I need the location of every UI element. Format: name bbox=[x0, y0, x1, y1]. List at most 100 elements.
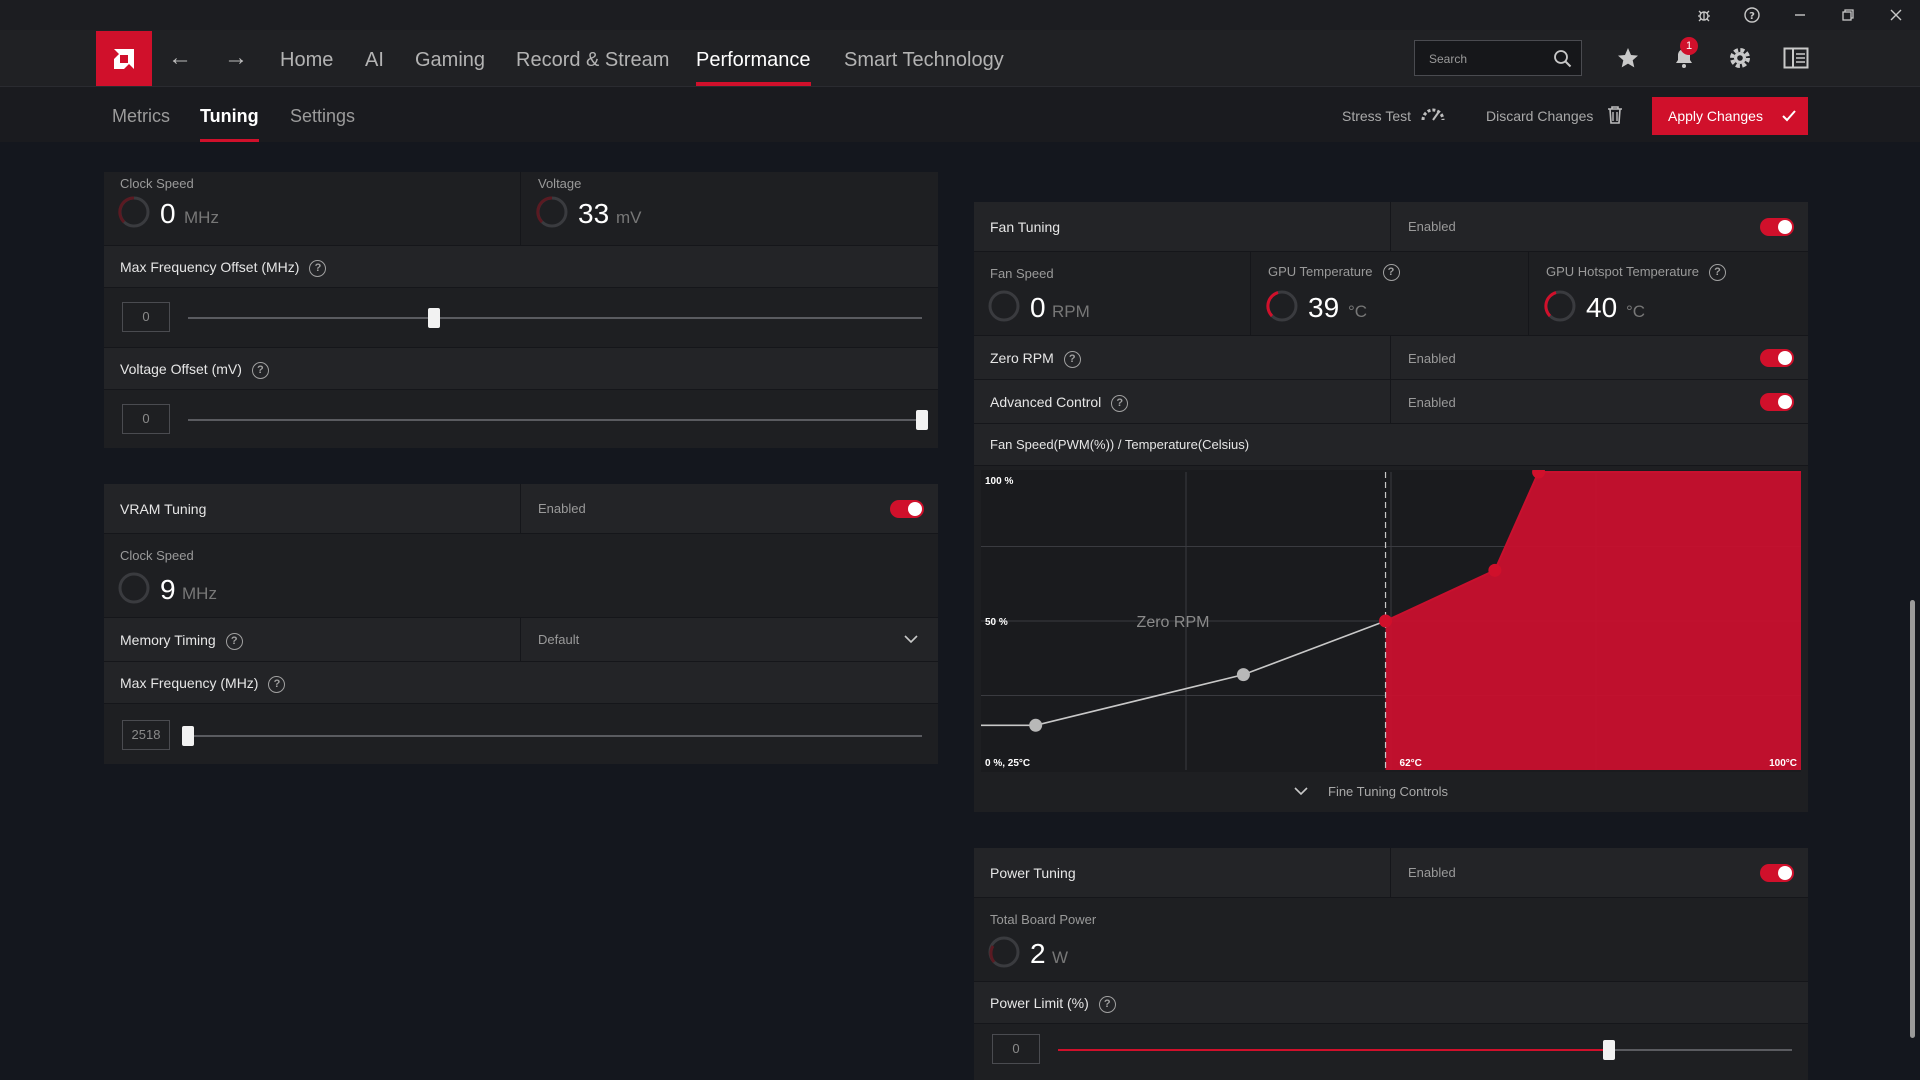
help-icon[interactable]: ? bbox=[309, 259, 327, 277]
vram-max-frequency-slider-row: 2518 bbox=[104, 704, 938, 764]
tab-settings[interactable]: Settings bbox=[290, 106, 356, 126]
stress-test-label: Stress Test bbox=[1342, 108, 1411, 124]
voltage-offset-track[interactable] bbox=[188, 419, 922, 421]
zero-rpm-toggle[interactable] bbox=[1760, 349, 1794, 367]
chevron-down-icon bbox=[904, 635, 918, 644]
back-arrow-icon[interactable]: ← bbox=[168, 44, 192, 71]
fan-speed-label: Fan Speed bbox=[990, 266, 1054, 281]
vram-max-frequency-thumb[interactable] bbox=[182, 726, 194, 746]
search-placeholder: Search bbox=[1429, 52, 1468, 66]
gear-icon[interactable] bbox=[1724, 42, 1756, 74]
voltage-unit: mV bbox=[616, 208, 642, 227]
vram-max-frequency-row: Max Frequency (MHz)? bbox=[104, 662, 938, 704]
speedometer-icon[interactable] bbox=[1420, 104, 1446, 124]
x-tick-label: 100°C bbox=[1769, 758, 1797, 769]
fan-curve-area bbox=[1385, 472, 1801, 770]
max-frequency-offset-row: Max Frequency Offset (MHz)? bbox=[104, 246, 938, 288]
help-icon[interactable]: ? bbox=[1708, 264, 1726, 282]
help-icon[interactable]: ? bbox=[1732, 0, 1772, 30]
power-tuning-toggle[interactable] bbox=[1760, 864, 1794, 882]
memory-timing-value: Default bbox=[538, 632, 580, 647]
nav-ai[interactable]: AI bbox=[365, 49, 384, 71]
vram-max-frequency-input[interactable]: 2518 bbox=[122, 720, 170, 750]
sidebar-panel-icon[interactable] bbox=[1780, 42, 1812, 74]
gpu-hotspot-label: GPU Hotspot Temperature? bbox=[1546, 264, 1726, 282]
help-icon[interactable]: ? bbox=[225, 632, 243, 650]
voltage-offset-thumb[interactable] bbox=[916, 410, 928, 430]
vram-clock-value: 9 bbox=[160, 574, 176, 605]
sub-nav: Metrics Tuning Settings Stress Test Disc… bbox=[0, 86, 1920, 142]
help-icon[interactable]: ? bbox=[1098, 995, 1116, 1013]
restore-icon[interactable] bbox=[1828, 0, 1868, 30]
advanced-control-label: Advanced Control? bbox=[990, 380, 1129, 424]
advanced-control-status: Enabled bbox=[1408, 395, 1456, 410]
memory-timing-dropdown[interactable]: Default bbox=[521, 618, 938, 662]
vram-tuning-toggle[interactable] bbox=[890, 500, 924, 518]
fine-tuning-controls-button[interactable]: Fine Tuning Controls bbox=[974, 772, 1808, 812]
zero-rpm-row: Zero RPM? Enabled bbox=[974, 336, 1808, 380]
svg-text:?: ? bbox=[1749, 11, 1755, 22]
vram-max-frequency-track[interactable] bbox=[188, 735, 922, 737]
fan-curve-point[interactable] bbox=[1029, 718, 1043, 732]
gpu-temperature-value: 39 bbox=[1308, 292, 1340, 323]
main-nav: ← → Home AI Gaming Record & Stream Perfo… bbox=[0, 30, 1920, 86]
total-board-power-gauge-icon bbox=[988, 936, 1020, 968]
fan-curve-point[interactable] bbox=[1532, 470, 1546, 479]
fine-tuning-controls-label: Fine Tuning Controls bbox=[1328, 784, 1448, 799]
zero-rpm-label: Zero RPM? bbox=[990, 336, 1081, 380]
help-icon[interactable]: ? bbox=[1111, 394, 1129, 412]
help-icon[interactable]: ? bbox=[1063, 350, 1081, 368]
nav-gaming[interactable]: Gaming bbox=[415, 49, 486, 71]
stress-test-button[interactable]: Stress Test bbox=[1342, 87, 1411, 142]
gpu-clock-label: Clock Speed bbox=[120, 176, 194, 191]
voltage-offset-slider-row: 0 bbox=[104, 390, 938, 448]
help-icon[interactable]: ? bbox=[268, 675, 286, 693]
trash-icon[interactable] bbox=[1606, 105, 1624, 125]
fan-curve-point[interactable] bbox=[1379, 614, 1393, 628]
voltage-offset-input[interactable]: 0 bbox=[122, 404, 170, 434]
y-tick-label: 0 %, 25°C bbox=[985, 758, 1030, 769]
discard-changes-button[interactable]: Discard Changes bbox=[1486, 87, 1593, 142]
advanced-control-toggle[interactable] bbox=[1760, 393, 1794, 411]
forward-arrow-icon[interactable]: → bbox=[224, 44, 248, 71]
fan-curve-point[interactable] bbox=[1236, 668, 1250, 682]
help-icon[interactable]: ? bbox=[251, 361, 269, 379]
total-board-power-unit: W bbox=[1052, 948, 1069, 967]
fan-tuning-panel: Fan Tuning Enabled Fan Speed 0 RPM GPU T… bbox=[974, 202, 1808, 812]
vram-tuning-header: VRAM Tuning Enabled bbox=[104, 484, 938, 534]
voltage-gauge-icon bbox=[536, 196, 568, 228]
power-limit-slider-row: 0 bbox=[974, 1024, 1808, 1080]
power-limit-thumb[interactable] bbox=[1602, 1040, 1615, 1060]
fan-tuning-toggle[interactable] bbox=[1760, 218, 1794, 236]
tab-tuning[interactable]: Tuning bbox=[200, 87, 259, 142]
vram-tuning-panel: VRAM Tuning Enabled Clock Speed 9 MHz Me… bbox=[104, 484, 938, 764]
nav-home[interactable]: Home bbox=[280, 49, 334, 71]
fan-speed-gauge-icon bbox=[988, 290, 1020, 322]
close-icon[interactable] bbox=[1876, 0, 1916, 30]
star-icon[interactable] bbox=[1612, 42, 1644, 74]
apply-changes-button[interactable]: Apply Changes bbox=[1652, 97, 1808, 135]
power-limit-input[interactable]: 0 bbox=[992, 1034, 1040, 1064]
max-frequency-offset-input[interactable]: 0 bbox=[122, 302, 170, 332]
fan-tuning-header: Fan Tuning Enabled bbox=[974, 202, 1808, 252]
voltage-offset-label: Voltage Offset (mV)? bbox=[120, 348, 269, 390]
nav-record-stream[interactable]: Record & Stream bbox=[516, 49, 670, 71]
bug-report-icon[interactable] bbox=[1684, 0, 1724, 30]
amd-logo[interactable] bbox=[96, 31, 152, 86]
max-frequency-offset-track[interactable] bbox=[188, 317, 922, 319]
nav-smart-technology[interactable]: Smart Technology bbox=[844, 49, 1004, 71]
power-metrics-row: Total Board Power 2 W bbox=[974, 898, 1808, 982]
help-icon[interactable]: ? bbox=[1382, 264, 1400, 282]
scrollbar[interactable] bbox=[1910, 600, 1915, 1038]
fan-curve-chart[interactable]: 100 % 50 % 0 %, 25°C 62°C 100°C Zero RPM bbox=[981, 470, 1801, 772]
fan-curve-point[interactable] bbox=[1488, 563, 1502, 577]
tab-metrics[interactable]: Metrics bbox=[112, 106, 170, 126]
nav-performance[interactable]: Performance bbox=[696, 30, 811, 86]
minimize-icon[interactable] bbox=[1780, 0, 1820, 30]
memory-timing-label: Memory Timing? bbox=[120, 618, 243, 662]
max-frequency-offset-thumb[interactable] bbox=[427, 308, 440, 328]
max-frequency-offset-slider-row: 0 bbox=[104, 288, 938, 348]
gpu-temperature-label: GPU Temperature? bbox=[1268, 264, 1400, 282]
search-input[interactable]: Search bbox=[1414, 40, 1582, 76]
vram-clock-gauge-icon bbox=[118, 572, 150, 604]
